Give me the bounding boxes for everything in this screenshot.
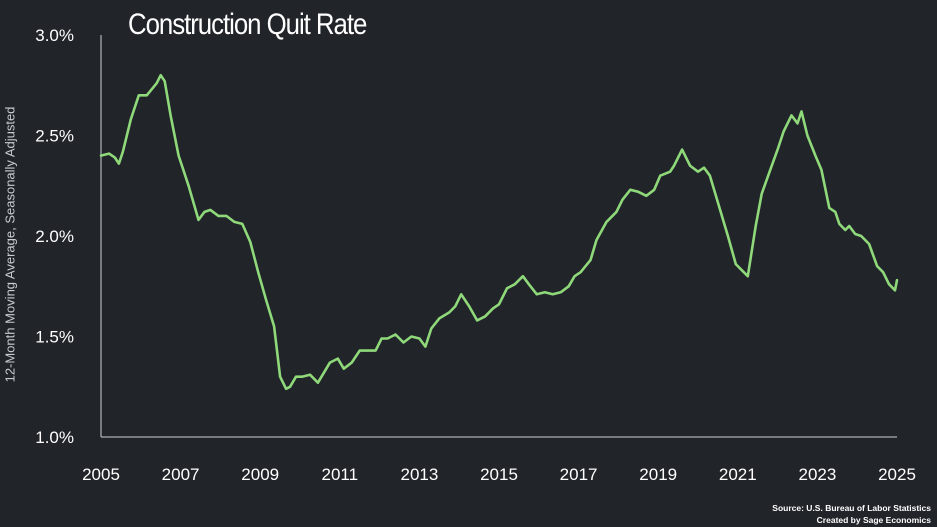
- x-tick-label: 2017: [560, 465, 598, 484]
- x-tick-label: 2023: [798, 465, 836, 484]
- x-tick-label: 2009: [241, 465, 279, 484]
- x-tick-label: 2015: [480, 465, 518, 484]
- x-tick-label: 2019: [639, 465, 677, 484]
- y-tick-labels: 1.0% 1.5% 2.0% 2.5% 3.0%: [35, 26, 74, 447]
- x-tick-label: 2005: [82, 465, 120, 484]
- y-tick-label: 1.0%: [35, 428, 74, 447]
- x-tick-label: 2007: [162, 465, 200, 484]
- y-tick-label: 2.5%: [35, 127, 74, 146]
- credit-line: Created by Sage Economics: [816, 515, 931, 525]
- x-tick-label: 2013: [400, 465, 438, 484]
- axes: [100, 35, 897, 438]
- x-tick-labels: 2005 2007 2009 2011 2013 2015 2017 2019 2021 2023…: [82, 465, 916, 484]
- quit-rate-line: [99, 73, 899, 391]
- source-line: Source: U.S. Bureau of Labor Statistics: [772, 503, 931, 513]
- y-axis-label: 12-Month Moving Average, Seasonally Adju…: [2, 106, 18, 383]
- x-tick-label: 2025: [878, 465, 916, 484]
- y-tick-label: 2.0%: [35, 227, 74, 246]
- x-tick-label: 2021: [719, 465, 757, 484]
- y-tick-label: 3.0%: [35, 26, 74, 45]
- source-note: Source: U.S. Bureau of Labor Statistics …: [772, 502, 931, 526]
- series-layer: [99, 73, 899, 391]
- y-tick-label: 1.5%: [35, 328, 74, 347]
- x-tick-label: 2011: [322, 465, 359, 484]
- chart-title: Construction Quit Rate: [128, 8, 367, 41]
